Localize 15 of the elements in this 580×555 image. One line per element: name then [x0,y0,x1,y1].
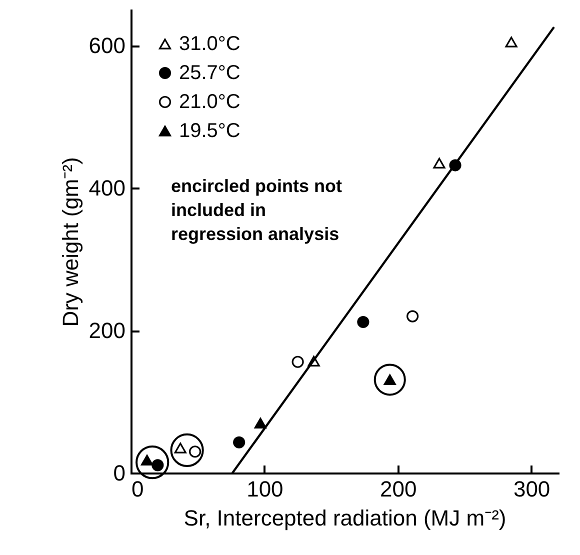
y-tick-label: 400 [88,176,126,201]
x-tick-label: 100 [246,476,284,502]
y-tick-label: 600 [88,33,126,58]
legend-label: 19.5°C [179,120,240,142]
x-tick-label: 0 [132,476,144,502]
legend-label: 21.0°C [179,91,240,113]
y-tick-label: 0 [113,460,126,486]
legend-label: 31.0°C [179,33,240,55]
x-tick-label: 300 [513,476,550,502]
annotation: encircled points not included in regression analysis [171,176,342,244]
x-axis-title: Sr, Intercepted radiation (MJ m⁻²) [184,506,506,530]
y-tick-label: 200 [88,318,126,344]
y-axis-title: Dry weight (gm⁻²) [58,157,83,327]
legend-label: 25.7°C [179,62,240,84]
x-tick-label: 200 [380,476,417,502]
